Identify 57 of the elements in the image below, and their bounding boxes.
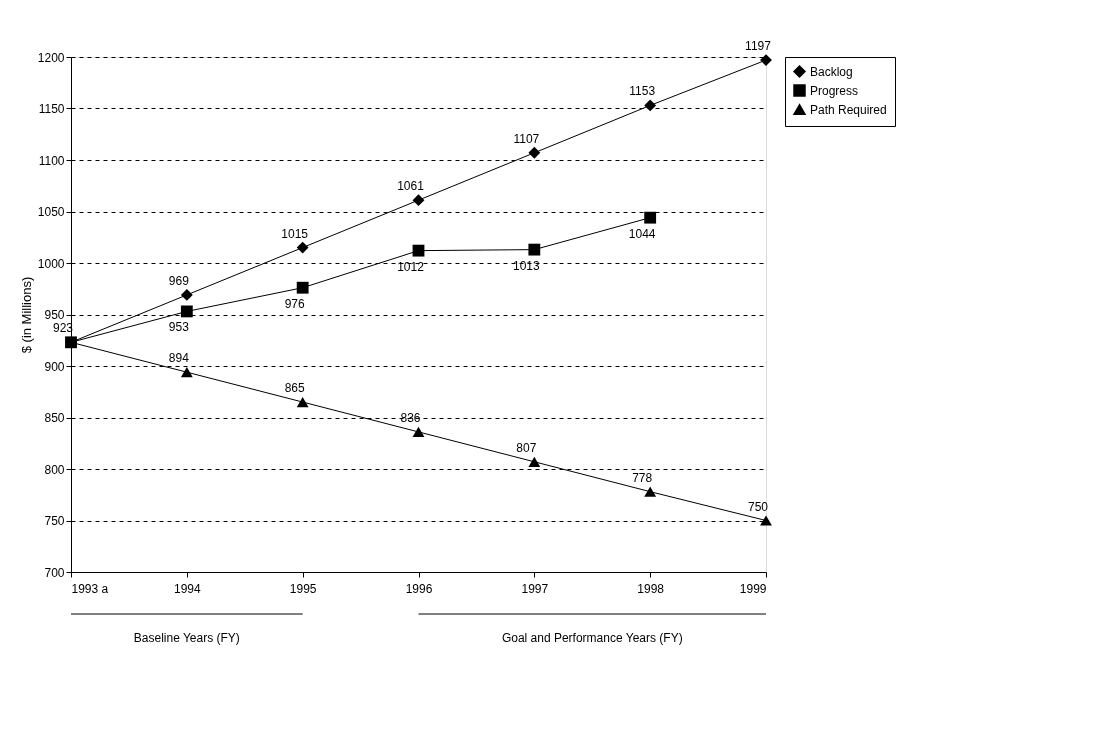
x-tick-label: 1996 [405, 581, 433, 596]
data-label: 1061 [397, 179, 425, 194]
data-label: 836 [400, 410, 421, 425]
data-label: 1012 [397, 259, 425, 274]
x-tick-label: 1993 a [71, 581, 109, 596]
y-tick-label: 750 [44, 514, 65, 528]
data-label: 750 [747, 499, 769, 514]
y-tick-label: 700 [44, 565, 65, 580]
data-label: 865 [284, 381, 305, 396]
point [528, 456, 541, 467]
point [412, 244, 425, 257]
y-tick-label: 1050 [37, 205, 65, 219]
y-axis-title: $ (in Millions) [18, 276, 34, 354]
data-label: 807 [516, 440, 537, 455]
y-tick-label: 1150 [38, 102, 65, 116]
data-label: 1153 [629, 84, 656, 99]
point [180, 289, 193, 301]
data-label: 894 [168, 351, 190, 366]
point [644, 99, 657, 112]
legend-label: Backlog [810, 64, 853, 79]
point [296, 281, 309, 294]
y-tick-label: 1200 [37, 50, 65, 65]
point [760, 515, 772, 526]
data-label: 1015 [281, 226, 309, 241]
x-tick-label: 1994 [173, 581, 201, 596]
data-label: 1197 [745, 39, 772, 54]
y-tick-label: 850 [44, 411, 65, 425]
point [528, 243, 541, 256]
y-tick-label: 900 [44, 359, 65, 374]
point [180, 305, 193, 318]
x-tick-label: 1998 [637, 581, 665, 596]
point [528, 146, 541, 159]
y-tick-label: 1100 [38, 153, 65, 168]
text: Goal and Performance Years (FY) [501, 631, 683, 645]
point [644, 486, 657, 497]
text: Baseline Years (FY) [133, 631, 240, 645]
data-label: 778 [632, 470, 653, 485]
point [412, 194, 425, 207]
data-label: 976 [284, 296, 305, 311]
data-label: 1013 [512, 258, 540, 273]
data-label: 953 [168, 320, 190, 335]
x-tick-label: 1997 [521, 581, 549, 596]
x-tick-label: 1995 [289, 581, 317, 596]
point [296, 241, 309, 254]
legend-label: Path Required [810, 102, 887, 117]
legend-label: Progress [810, 83, 859, 98]
point [180, 367, 193, 378]
data-label: 1107 [513, 131, 540, 146]
point [296, 396, 309, 408]
data-label: 1044 [628, 226, 656, 241]
y-tick-label: 950 [44, 308, 65, 322]
point [644, 211, 657, 224]
data-label: 969 [168, 273, 190, 288]
x-tick-label: 1999 [739, 581, 767, 596]
y-tick-label: 800 [44, 462, 65, 477]
point [412, 426, 425, 438]
y-tick-label: 1000 [37, 256, 65, 271]
